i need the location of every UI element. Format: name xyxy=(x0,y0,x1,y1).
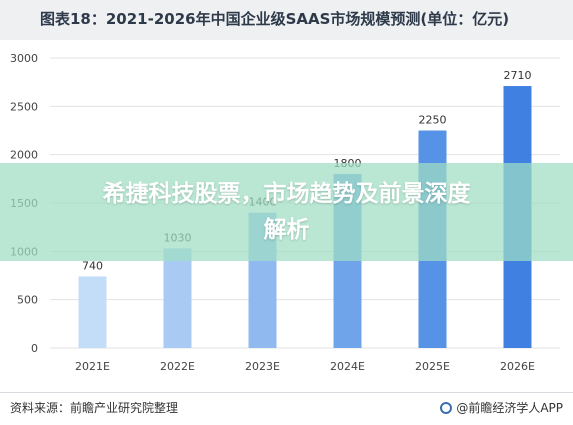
footer: 资料来源：前瞻产业研究院整理 @前瞻经济学人APP xyxy=(0,392,573,425)
overlay-headline-line1: 希捷科技股票，市场趋势及前景深度 xyxy=(102,181,471,207)
overlay-headline-line2: 解析 xyxy=(263,217,310,243)
bar-2022E xyxy=(163,248,192,348)
x-tick-label: 2021E xyxy=(75,360,110,373)
chart-title: 图表18：2021-2026年中国企业级SAAS市场规模预测(单位：亿元) xyxy=(0,0,573,40)
overlay-headline: 希捷科技股票，市场趋势及前景深度 解析 xyxy=(0,176,573,248)
y-tick-label: 2500 xyxy=(10,100,38,113)
y-tick-label: 2000 xyxy=(10,149,38,162)
y-tick-label: 500 xyxy=(17,294,38,307)
x-tick-label: 2025E xyxy=(415,360,450,373)
y-tick-label: 0 xyxy=(31,342,38,355)
y-tick-label: 3000 xyxy=(10,52,38,65)
x-tick-label: 2022E xyxy=(160,360,195,373)
brand: @前瞻经济学人APP xyxy=(440,399,563,416)
source-note: 资料来源：前瞻产业研究院整理 xyxy=(10,401,179,415)
bar-value-label: 740 xyxy=(82,259,103,272)
x-tick-label: 2026E xyxy=(500,360,535,373)
x-tick-label: 2023E xyxy=(245,360,280,373)
overlay-banner xyxy=(0,163,573,261)
bar-value-label: 2710 xyxy=(504,69,532,82)
brand-logo-icon xyxy=(440,401,453,414)
brand-label: @前瞻经济学人APP xyxy=(456,401,563,415)
bar-value-label: 2250 xyxy=(419,114,447,127)
bar-2021E xyxy=(78,276,107,348)
x-tick-label: 2024E xyxy=(330,360,365,373)
